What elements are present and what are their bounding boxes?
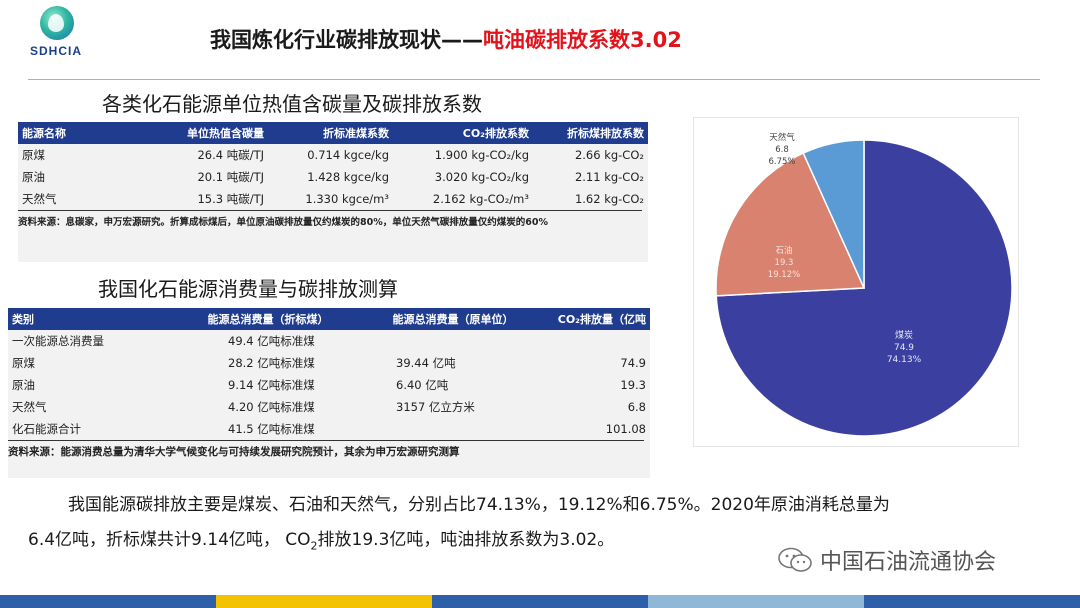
table-cell: 一次能源总消费量 — [12, 334, 104, 348]
table-cell: 39.44 亿吨 — [396, 356, 456, 370]
logo-drop-icon — [48, 14, 64, 32]
footer-bar-segment — [864, 595, 1080, 608]
table-header-cell: CO₂排放量（亿吨 — [538, 308, 650, 330]
oil-label-name: 石油 — [775, 245, 792, 256]
table-header-cell: 能源总消费量（原单位） — [368, 308, 538, 330]
table-cell: 3157 亿立方米 — [396, 400, 475, 414]
table-cell: 天然气 — [22, 192, 57, 206]
title-divider — [28, 79, 1040, 80]
table-cell: 1.330 kgce/m³ — [305, 192, 389, 206]
carbon-factor-table: 能源名称 单位热值含碳量 折标准煤系数 CO₂排放系数 折标煤排放系数 原煤 2… — [18, 122, 648, 210]
table-cell: 74.9 — [620, 356, 646, 370]
table-cell: 3.020 kg-CO₂/kg — [434, 170, 529, 184]
watermark-text: 中国石油流通协会 — [820, 550, 997, 575]
table-cell: 1.62 kg-CO₂ — [574, 192, 644, 206]
table-cell: 15.3 吨碳/TJ — [197, 192, 264, 206]
table-header-row: 类别 能源总消费量（折标煤） 能源总消费量（原单位） CO₂排放量（亿吨 — [8, 308, 650, 330]
title-main: 我国炼化行业碳排放现状—— — [210, 28, 483, 52]
pie-chart-card: 煤炭 74.9 74.13% 石油 19.3 19.12% 天然气 6.8 6.75% — [693, 117, 1019, 447]
table-cell: 2.66 kg-CO₂ — [574, 148, 644, 162]
footer-bar-segment — [0, 595, 216, 608]
table-header-cell: 折标准煤系数 — [268, 122, 393, 144]
table-row: 原油 20.1 吨碳/TJ 1.428 kgce/kg 3.020 kg-CO₂… — [18, 166, 648, 188]
wechat-icon — [778, 547, 812, 572]
table-cell: 1.428 kgce/kg — [307, 170, 389, 184]
table-cell: 6.40 亿吨 — [396, 378, 449, 392]
table-cell: 2.162 kg-CO₂/m³ — [432, 192, 529, 206]
pie-slice-2 — [802, 139, 865, 289]
slide-title: 我国炼化行业碳排放现状——吨油碳排放系数3.02 — [210, 24, 682, 54]
table-cell: 原油 — [12, 378, 35, 392]
table-cell — [368, 330, 538, 352]
table-row: 化石能源合计 41.5 亿吨标准煤 101.08 — [8, 418, 650, 440]
summary-line-2: 6.4亿吨，折标煤共计9.14亿吨， CO2排放19.3亿吨，吨油排放系数为3.… — [28, 523, 1038, 563]
table-cell: 原煤 — [12, 356, 35, 370]
table-row: 一次能源总消费量 49.4 亿吨标准煤 — [8, 330, 650, 352]
section2-title: 我国化石能源消费量与碳排放测算 — [98, 277, 398, 301]
table-row: 天然气 15.3 吨碳/TJ 1.330 kgce/m³ 2.162 kg-CO… — [18, 188, 648, 210]
table-cell: 天然气 — [12, 400, 47, 414]
table-cell: 1.900 kg-CO₂/kg — [434, 148, 529, 162]
wechat-watermark: 中国石油流通协会 — [778, 542, 1038, 578]
footer-bar-segment — [216, 595, 432, 608]
table-header-cell: 类别 — [8, 308, 168, 330]
table-header-cell: 能源名称 — [18, 122, 138, 144]
pie-slice-1 — [715, 152, 866, 297]
table-cell: 化石能源合计 — [12, 422, 81, 436]
sdhcia-logo: SDHCIA — [20, 6, 90, 62]
table-row: 天然气 4.20 亿吨标准煤 3157 亿立方米 6.8 — [8, 396, 650, 418]
table-cell: 101.08 — [605, 422, 646, 436]
table-cell: 28.2 亿吨标准煤 — [228, 356, 315, 370]
table-cell: 6.8 — [627, 400, 646, 414]
logo-text: SDHCIA — [29, 44, 82, 58]
co2-subscript: 2 — [310, 539, 318, 553]
table-row: 原油 9.14 亿吨标准煤 6.40 亿吨 19.3 — [8, 374, 650, 396]
pie-chart: 煤炭 74.9 74.13% 石油 19.3 19.12% 天然气 6.8 6.75% — [715, 132, 1013, 437]
footer-bar-segment — [648, 595, 864, 608]
consumption-table-image: 类别 能源总消费量（折标煤） 能源总消费量（原单位） CO₂排放量（亿吨 一次能… — [8, 308, 650, 478]
table-cell: 9.14 亿吨标准煤 — [228, 378, 315, 392]
coal-label-name: 煤炭 — [895, 329, 913, 341]
coal-label-percent: 74.13% — [887, 355, 922, 365]
table-header-cell: 折标煤排放系数 — [533, 122, 648, 144]
table-header-cell: 单位热值含碳量 — [138, 122, 268, 144]
table-cell: 2.11 kg-CO₂ — [574, 170, 644, 184]
table-cell: 原煤 — [22, 148, 45, 162]
footer-bar-segment — [432, 595, 648, 608]
table-header-cell: CO₂排放系数 — [393, 122, 533, 144]
section1-title: 各类化石能源单位热值含碳量及碳排放系数 — [102, 92, 482, 116]
consumption-table: 类别 能源总消费量（折标煤） 能源总消费量（原单位） CO₂排放量（亿吨 一次能… — [8, 308, 650, 440]
table-cell: 19.3 — [620, 378, 646, 392]
oil-label-percent: 19.12% — [768, 270, 800, 280]
gas-label-name: 天然气 — [769, 132, 795, 143]
table-source-note: 资料来源：息碳家，申万宏源研究。折算成标煤后，单位原油碳排放量仅约煤炭的80%，… — [18, 210, 642, 228]
summary-line-2-a: 6.4亿吨，折标煤共计9.14亿吨， CO — [28, 530, 311, 550]
table-row: 原煤 28.2 亿吨标准煤 39.44 亿吨 74.9 — [8, 352, 650, 374]
table-cell: 原油 — [22, 170, 45, 184]
table-header-cell: 能源总消费量（折标煤） — [168, 308, 368, 330]
table-header-row: 能源名称 单位热值含碳量 折标准煤系数 CO₂排放系数 折标煤排放系数 — [18, 122, 648, 144]
summary-paragraph: 我国能源碳排放主要是煤炭、石油和天然气，分别占比74.13%，19.12%和6.… — [28, 488, 1038, 563]
table-cell: 20.1 吨碳/TJ — [197, 170, 264, 184]
carbon-factor-table-image: 能源名称 单位热值含碳量 折标准煤系数 CO₂排放系数 折标煤排放系数 原煤 2… — [18, 122, 648, 262]
table-cell — [538, 330, 650, 352]
table-cell: 0.714 kgce/kg — [307, 148, 389, 162]
table-cell — [368, 418, 538, 440]
coal-label-value: 74.9 — [894, 343, 914, 353]
table-cell: 49.4 亿吨标准煤 — [228, 334, 315, 348]
gas-label-percent: 6.75% — [768, 157, 795, 167]
table-source-note: 资料来源：能源消费总量为清华大学气候变化与可持续发展研究院预计，其余为申万宏源研… — [8, 440, 644, 459]
table-cell: 26.4 吨碳/TJ — [197, 148, 264, 162]
oil-label-value: 19.3 — [775, 258, 794, 268]
gas-label-value: 6.8 — [775, 145, 789, 155]
title-highlight: 吨油碳排放系数3.02 — [483, 28, 682, 52]
summary-line-1: 我国能源碳排放主要是煤炭、石油和天然气，分别占比74.13%，19.12%和6.… — [68, 495, 890, 515]
table-cell: 4.20 亿吨标准煤 — [228, 400, 315, 414]
table-cell: 41.5 亿吨标准煤 — [228, 422, 315, 436]
table-row: 原煤 26.4 吨碳/TJ 0.714 kgce/kg 1.900 kg-CO₂… — [18, 144, 648, 166]
summary-line-2-b: 排放19.3亿吨，吨油排放系数为3.02。 — [317, 530, 615, 550]
